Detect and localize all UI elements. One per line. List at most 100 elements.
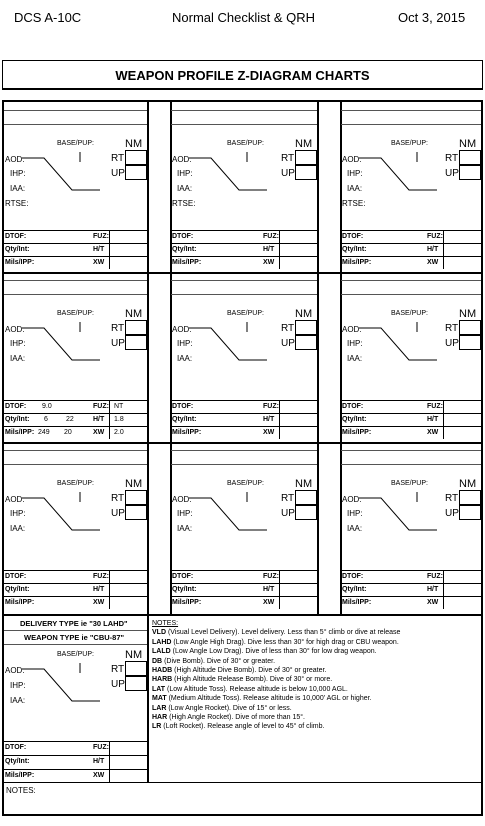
row-key: H/T xyxy=(427,246,439,253)
z-diagram-line xyxy=(189,322,267,361)
up-box xyxy=(125,335,147,350)
footer-notes-label: NOTES: xyxy=(6,786,36,795)
up-label: UP xyxy=(281,168,295,179)
blank-line xyxy=(341,280,481,281)
up-box xyxy=(459,165,481,180)
rt-label: RT xyxy=(281,493,295,504)
note-text: (Dive Bomb). Dive of 30° or greater. xyxy=(162,657,276,665)
up-box xyxy=(125,165,147,180)
blank-line xyxy=(4,644,147,645)
cell-divider xyxy=(109,401,110,413)
row-key: FUZ: xyxy=(93,403,109,410)
data-row: Qty/Int: H/T xyxy=(171,413,317,426)
nt-value: NT xyxy=(114,403,124,410)
z-diagram-line xyxy=(22,152,100,191)
row-divider xyxy=(4,442,481,444)
blank-line xyxy=(171,110,317,111)
ihp-label: IHP: xyxy=(10,169,26,178)
row-key: H/T xyxy=(93,416,105,423)
ihp-label: IHP: xyxy=(10,681,26,690)
cell-divider xyxy=(279,584,280,596)
note-key: HARB xyxy=(152,676,173,684)
column-divider xyxy=(170,102,172,616)
row-key: H/T xyxy=(93,246,105,253)
data-row: DTOF: FUZ: xyxy=(341,400,481,413)
blank-line xyxy=(171,464,317,465)
row-key: H/T xyxy=(263,586,275,593)
up-label: UP xyxy=(111,679,125,690)
note-key: HADB xyxy=(152,667,173,675)
note-text: (High Angle Rocket). Dive of more than 1… xyxy=(167,714,305,722)
note-item: LAT (Low Altitude Toss). Release altitud… xyxy=(152,685,482,694)
note-text: (High Altitude Release Bomb). Dive of 30… xyxy=(172,676,333,684)
nm-label: NM xyxy=(125,649,143,661)
note-item: DB (Dive Bomb). Dive of 30° or greater. xyxy=(152,657,482,666)
rt-label: RT xyxy=(111,153,125,164)
data-row: Qty/Int: H/T xyxy=(4,755,147,769)
row-key: XW xyxy=(427,599,439,606)
row-label: DTOF: xyxy=(172,233,194,240)
iaa-label: IAA: xyxy=(10,524,26,533)
cell-divider xyxy=(109,257,110,269)
profile-cell: BASE/PUP: NM RT UP AOD: IHP: IAA: DTOF: FUZ: Qty/… xyxy=(341,442,481,612)
ihp-label: IHP: xyxy=(347,509,363,518)
row-label: Mils/IPP: xyxy=(342,599,372,606)
row-key: H/T xyxy=(93,758,105,765)
data-row: DTOF: FUZ: xyxy=(4,741,147,755)
data-row: DTOF: FUZ: xyxy=(171,570,317,583)
mils-value: 249 xyxy=(38,429,50,436)
data-row: Qty/Int: H/T xyxy=(341,583,481,596)
iaa-label: IAA: xyxy=(10,696,26,705)
row-key: XW xyxy=(93,429,105,436)
cell-divider xyxy=(109,742,110,755)
row-label: DTOF: xyxy=(342,403,364,410)
row-label: Mils/IPP: xyxy=(342,429,372,436)
column-divider xyxy=(340,102,342,616)
row-divider xyxy=(4,272,481,274)
data-row: Mils/IPP: XW xyxy=(171,256,317,269)
rt-box xyxy=(459,150,481,165)
note-item: HARB (High Altitude Release Bomb). Dive … xyxy=(152,675,482,684)
cell-divider xyxy=(279,414,280,426)
data-row: DTOF: FUZ: xyxy=(4,230,147,243)
data-row: Qty/Int: H/T xyxy=(4,583,147,596)
blank-line xyxy=(341,464,481,465)
row-label: Qty/Int: xyxy=(342,416,367,423)
row-key: FUZ: xyxy=(263,573,279,580)
row-label: DTOF: xyxy=(172,403,194,410)
base-pup-label: BASE/PUP: xyxy=(57,480,94,487)
base-pup-label: BASE/PUP: xyxy=(391,480,428,487)
profile-cell: BASE/PUP: NM RT UP AOD: IHP: IAA: DTOF: FUZ: Qty/… xyxy=(171,442,317,612)
aod-label: AOD: xyxy=(5,155,25,164)
profile-cell: BASE/PUP: NM RT UP AOD: IHP: IAA: DTOF: FUZ: 9.0 N… xyxy=(4,272,147,442)
cell-divider xyxy=(109,244,110,256)
row-key: FUZ: xyxy=(427,233,443,240)
blank-line xyxy=(4,450,147,451)
cell-divider xyxy=(109,427,110,439)
rt-box xyxy=(125,320,147,335)
aod-label: AOD: xyxy=(5,666,25,675)
data-row: DTOF: FUZ: xyxy=(341,570,481,583)
up-box xyxy=(125,676,147,691)
base-pup-label: BASE/PUP: xyxy=(391,310,428,317)
row-key: FUZ: xyxy=(263,403,279,410)
xw-value: 2.0 xyxy=(114,429,124,436)
cell-divider xyxy=(443,584,444,596)
nm-label: NM xyxy=(125,308,143,320)
column-divider xyxy=(147,102,149,616)
base-pup-label: BASE/PUP: xyxy=(227,480,264,487)
blank-line xyxy=(341,294,481,295)
iaa-label: IAA: xyxy=(177,354,193,363)
note-item: MAT (Medium Altitude Toss). Release alti… xyxy=(152,694,482,703)
blank-line xyxy=(4,464,147,465)
cell-divider xyxy=(109,770,110,783)
row-key: XW xyxy=(263,259,275,266)
cell-divider xyxy=(279,401,280,413)
rtse-label: RTSE: xyxy=(5,199,29,208)
cell-divider xyxy=(443,571,444,583)
data-row: Mils/IPP: XW xyxy=(4,769,147,783)
cell-divider xyxy=(109,756,110,769)
note-item: HAR (High Angle Rocket). Dive of more th… xyxy=(152,713,482,722)
rt-box xyxy=(125,150,147,165)
row-key: XW xyxy=(427,259,439,266)
